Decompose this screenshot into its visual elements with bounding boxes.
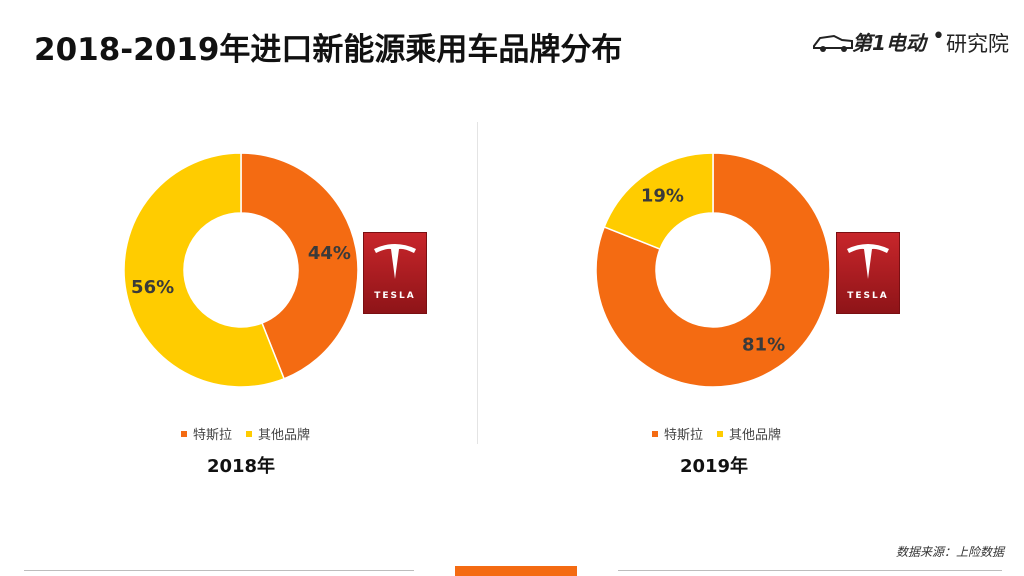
legend-label: 特斯拉 [664, 428, 704, 443]
legend-item-tesla: 特斯拉 [181, 424, 232, 443]
tesla-badge-2018: TESLA [363, 232, 427, 314]
logo-institute-text: 研究院 [946, 32, 1009, 56]
donut-chart-2018: 44% 56% [123, 152, 359, 388]
slice-tesla [595, 152, 831, 388]
legend-label: 其他品牌 [258, 428, 311, 443]
footer-accent-bar [455, 566, 577, 576]
legend-swatch [181, 430, 187, 437]
legend-swatch [246, 430, 253, 437]
legend-label: 特斯拉 [193, 428, 233, 443]
car-icon [813, 34, 853, 52]
chart-title-2018: 2018年 [206, 456, 276, 477]
page-title: 2018-2019年进口新能源乘用车品牌分布 [34, 32, 623, 68]
data-source-note: 数据来源：上险数据 [895, 545, 1004, 559]
legend-swatch [652, 430, 658, 437]
slice-value-label: 19% [641, 186, 684, 207]
legend-2018: 特斯拉 其他品牌 [181, 424, 310, 443]
chart-divider [477, 122, 478, 444]
slice-value-label: 44% [308, 243, 351, 264]
logo-brand-text: 第1电动 [852, 31, 926, 55]
tesla-badge-2019: TESLA [836, 232, 900, 314]
legend-item-other: 其他品牌 [246, 424, 310, 443]
slice-other [123, 152, 286, 388]
tesla-badge-word: TESLA [847, 291, 889, 301]
footer-line-left [24, 570, 414, 571]
slice-value-label: 56% [131, 277, 174, 298]
slice-tesla [240, 152, 359, 380]
footer-line-right [618, 570, 1002, 571]
tesla-logo-icon [374, 244, 416, 279]
legend-item-other: 其他品牌 [717, 424, 781, 443]
legend-2019: 特斯拉 其他品牌 [652, 424, 781, 443]
legend-item-tesla: 特斯拉 [652, 424, 703, 443]
slice-value-label: 81% [742, 334, 785, 355]
legend-label: 其他品牌 [729, 428, 782, 443]
logo-dot: • [932, 24, 945, 49]
donut-chart-2019: 81% 19% [595, 152, 831, 388]
tesla-badge-word: TESLA [374, 291, 416, 301]
brand-logo: 第1电动 • 研究院 [812, 20, 1012, 64]
legend-swatch [717, 430, 724, 437]
chart-title-2019: 2019年 [679, 456, 749, 477]
slice-other [603, 152, 714, 250]
tesla-logo-icon [847, 244, 889, 279]
